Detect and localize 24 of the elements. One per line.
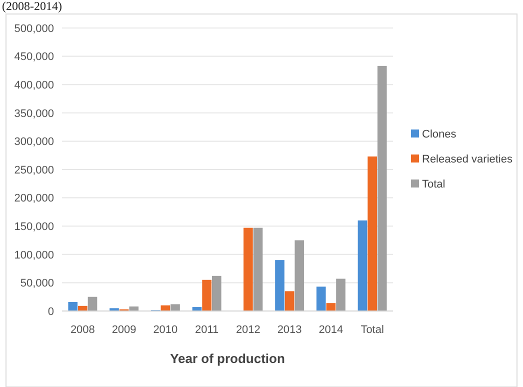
y-tick-label: 400,000 (14, 79, 54, 92)
y-tick-label: 450,000 (14, 51, 54, 64)
y-tick-label: 50,000 (20, 278, 54, 290)
legend-label: Released varieties (422, 153, 513, 166)
legend-label: Clones (422, 128, 457, 140)
chart-title: (2008-2014) (2, 0, 62, 13)
x-axis-title: Year of production (170, 351, 285, 366)
x-tick-label: 2011 (194, 324, 219, 336)
y-tick-label: 500,000 (14, 22, 54, 35)
x-tick-label: 2013 (277, 324, 302, 336)
y-tick-label: 250,000 (14, 164, 54, 176)
y-tick-label: 150,000 (14, 220, 54, 233)
x-tick-label: 2009 (112, 324, 136, 336)
x-tick-label: 2008 (70, 324, 95, 336)
y-tick-label: 350,000 (14, 108, 54, 120)
x-tick-label: 2014 (318, 324, 344, 336)
y-tick-label: 300,000 (14, 136, 54, 148)
y-tick-label: 0 (48, 306, 54, 318)
legend-label: Total (422, 178, 446, 190)
x-tick-label: 2010 (153, 324, 178, 336)
x-tick-label: Total (360, 324, 384, 336)
x-tick-label: 2012 (236, 324, 260, 336)
y-tick-label: 200,000 (14, 192, 54, 205)
y-tick-label: 100,000 (14, 249, 54, 262)
